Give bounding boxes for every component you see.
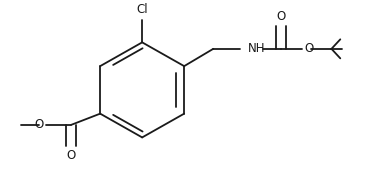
Text: O: O bbox=[277, 10, 286, 23]
Text: O: O bbox=[35, 118, 44, 131]
Text: Cl: Cl bbox=[137, 3, 148, 16]
Text: NH: NH bbox=[248, 42, 266, 55]
Text: O: O bbox=[67, 149, 76, 162]
Text: O: O bbox=[304, 42, 314, 55]
